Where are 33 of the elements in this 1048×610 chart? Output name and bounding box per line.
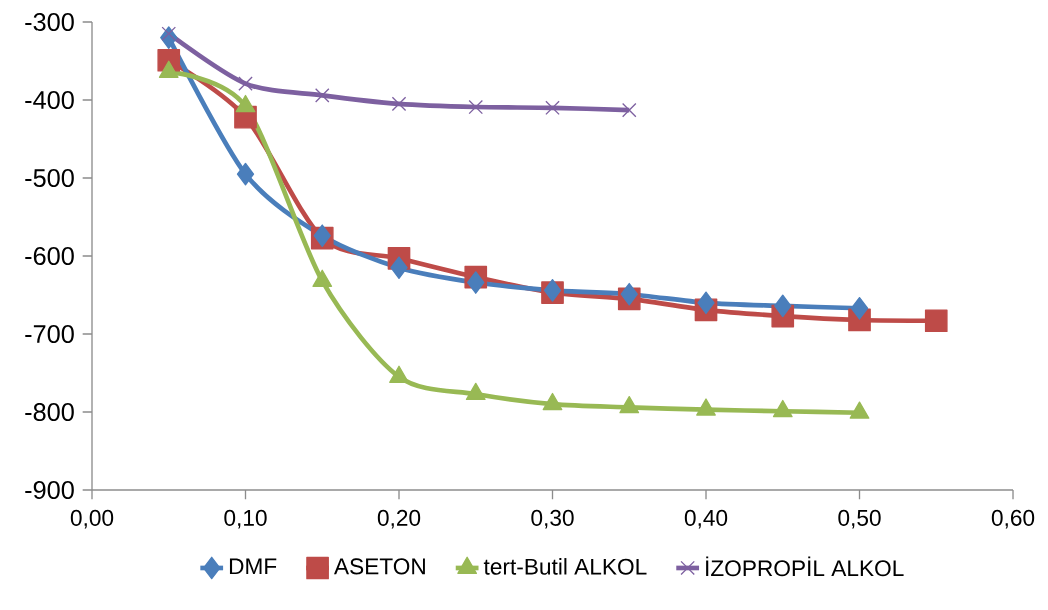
legend-label: tert-Butil ALKOL: [483, 558, 647, 575]
legend-label: ASETON: [334, 558, 425, 575]
point: [467, 271, 485, 294]
point: [390, 256, 408, 280]
y-tick-label: -400: [25, 91, 74, 109]
point: [545, 100, 560, 116]
y-tick-label: -900: [25, 481, 74, 499]
x-tick-label: 0,30: [531, 509, 574, 529]
y-tick-label: -500: [25, 169, 74, 187]
y-tick-label: -600: [25, 247, 74, 265]
x-tick-label: 0,00: [70, 509, 114, 529]
y-tick-label: -700: [25, 325, 74, 343]
point: [468, 99, 484, 115]
point: [620, 282, 638, 306]
point: [161, 26, 177, 41]
point: [621, 102, 637, 118]
point: [238, 76, 253, 91]
x-tick-label: 0,60: [991, 509, 1035, 529]
x-tick-label: 0,10: [224, 509, 267, 529]
legend-label: İZOPROPİL ALKOL: [706, 556, 904, 577]
point: [391, 96, 407, 112]
legend-label: DMF: [229, 558, 277, 575]
x-tick-label: 0,20: [377, 509, 421, 529]
point: [697, 291, 715, 315]
point: [924, 309, 948, 333]
point: [850, 296, 869, 320]
x-tick-label: 0,40: [684, 509, 728, 529]
point: [314, 88, 330, 103]
y-tick-label: -300: [25, 13, 74, 31]
point: [236, 162, 255, 186]
point: [774, 294, 792, 318]
x-tick-label: 0,50: [838, 509, 881, 529]
y-tick-label: -800: [25, 403, 74, 421]
